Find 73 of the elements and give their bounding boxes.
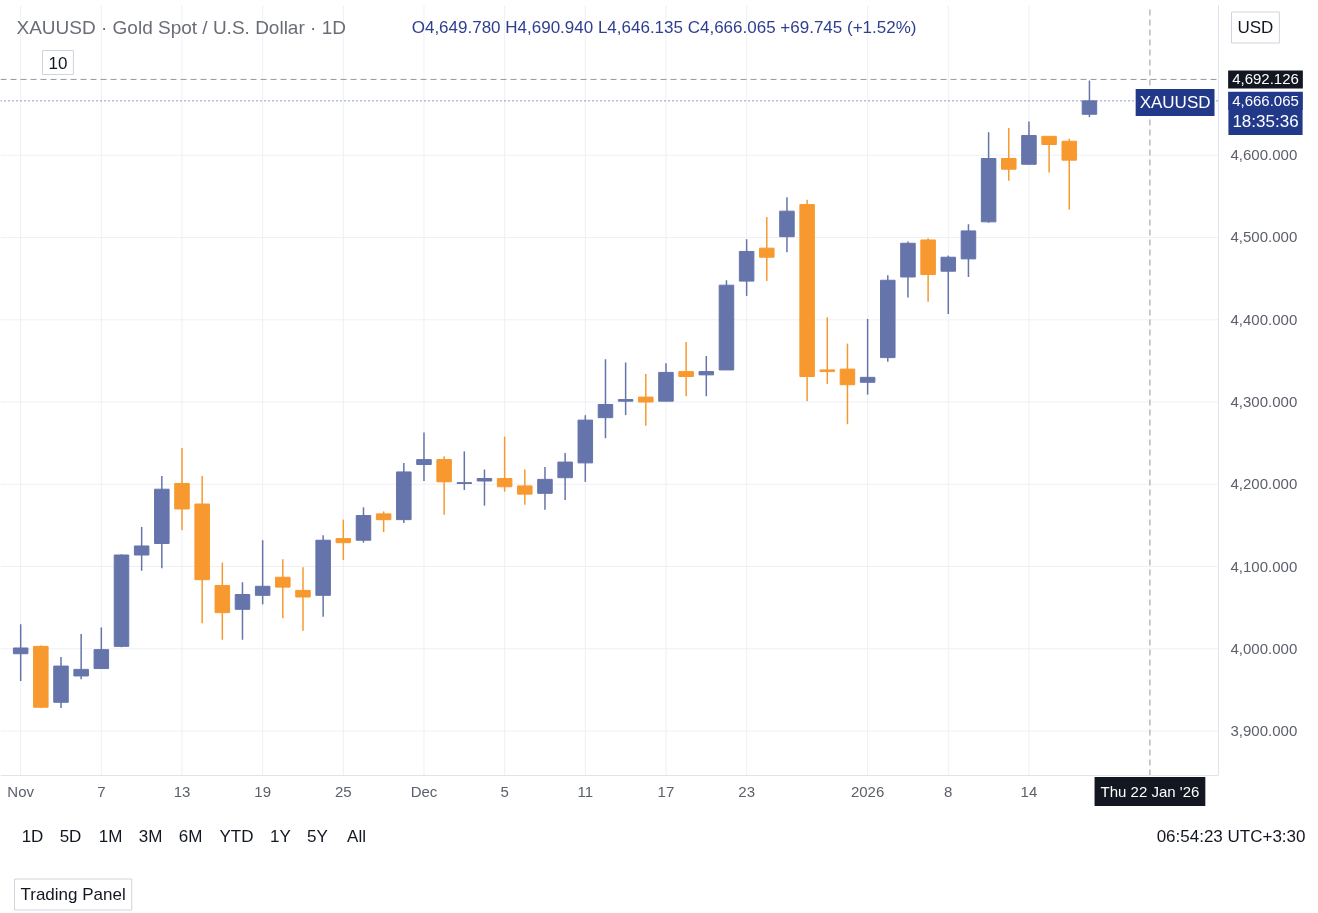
candlestick	[1001, 127, 1017, 182]
y-tick-label: 4,100.000	[1230, 557, 1298, 575]
text: 06:54:23 UTC+3:30	[1156, 827, 1306, 846]
annotation: 10	[48, 53, 68, 73]
ref-line-label: 4,692.126	[1232, 70, 1299, 88]
x-tick-label: 11	[577, 782, 594, 800]
x-tick-label: 13	[173, 782, 191, 800]
x-tick-label: 17	[657, 782, 675, 800]
x-tick-label: 23	[738, 782, 755, 800]
text: XAUUSD · Gold Spot / U.S. Dollar · 1D	[16, 17, 346, 38]
candlestick	[295, 566, 311, 632]
x-tick-label: 2026	[850, 782, 885, 800]
candlestick	[759, 216, 775, 282]
text: 1M	[98, 827, 123, 846]
y-tick-label: 4,300.000	[1230, 393, 1298, 411]
candlestick	[819, 316, 836, 385]
candlestick	[678, 341, 694, 398]
candlestick	[234, 581, 251, 641]
text: All	[347, 827, 366, 846]
text: 3M	[138, 827, 163, 846]
candlestick	[839, 342, 856, 425]
candlestick	[940, 254, 957, 315]
x-tick-label: 7	[97, 782, 106, 800]
candlestick	[73, 633, 89, 680]
y-tick-label: 4,200.000	[1230, 475, 1298, 493]
annotation: XAUUSD	[1139, 93, 1211, 112]
candlestick	[698, 355, 715, 398]
candlestick	[456, 450, 473, 491]
candlestick	[859, 318, 876, 396]
candlestick	[1081, 79, 1098, 119]
y-tick-label: 4,600.000	[1230, 146, 1298, 164]
candlestick	[12, 623, 29, 682]
x-tick-label: Thu 22 Jan '26	[1100, 783, 1200, 800]
candlestick	[496, 435, 513, 493]
text: 5D	[59, 827, 82, 846]
candlestick	[476, 468, 493, 507]
candlestick	[617, 361, 634, 416]
candlestick	[638, 373, 654, 427]
candlestick	[597, 358, 614, 439]
text: Trading Panel	[20, 885, 126, 904]
text: O4,649.780 H4,690.940 L4,646.135 C4,666.065 +69.745 (+1.52%)	[411, 18, 917, 37]
candlestick	[1061, 138, 1078, 211]
candlestick	[254, 539, 271, 606]
x-tick-label: 25	[334, 782, 352, 800]
candlestick	[275, 558, 291, 620]
candlestick	[436, 455, 452, 516]
text: 1Y	[270, 827, 291, 846]
candlestick	[375, 510, 392, 533]
candlestick	[93, 626, 110, 670]
x-tick-label: 8	[944, 782, 953, 800]
y-tick-label: 4,000.000	[1230, 639, 1298, 657]
x-tick-label: Nov	[7, 783, 35, 800]
candlestick	[557, 452, 573, 501]
candlestick	[517, 468, 533, 506]
y-tick-label: 3,900.000	[1230, 722, 1298, 740]
candlestick	[1041, 135, 1057, 174]
candlestick	[133, 526, 150, 572]
y-tick-label: 4,400.000	[1230, 310, 1298, 328]
candlestick	[537, 466, 553, 511]
x-tick-label: 19	[254, 782, 271, 800]
text: 1D	[21, 827, 44, 846]
x-tick-label: Dec	[410, 783, 438, 800]
text: USD	[1237, 18, 1274, 37]
text: 18:35:36	[1232, 112, 1299, 131]
candlestick	[335, 518, 352, 561]
text: 6M	[178, 827, 203, 846]
x-tick-label: 14	[1020, 782, 1038, 800]
candlestick	[416, 431, 432, 482]
ref-line-label: 4,666.065	[1232, 91, 1299, 109]
x-tick-label: 5	[500, 782, 509, 800]
text: YTD	[219, 827, 254, 846]
text: 5Y	[307, 827, 328, 846]
y-tick-label: 4,500.000	[1230, 228, 1298, 246]
